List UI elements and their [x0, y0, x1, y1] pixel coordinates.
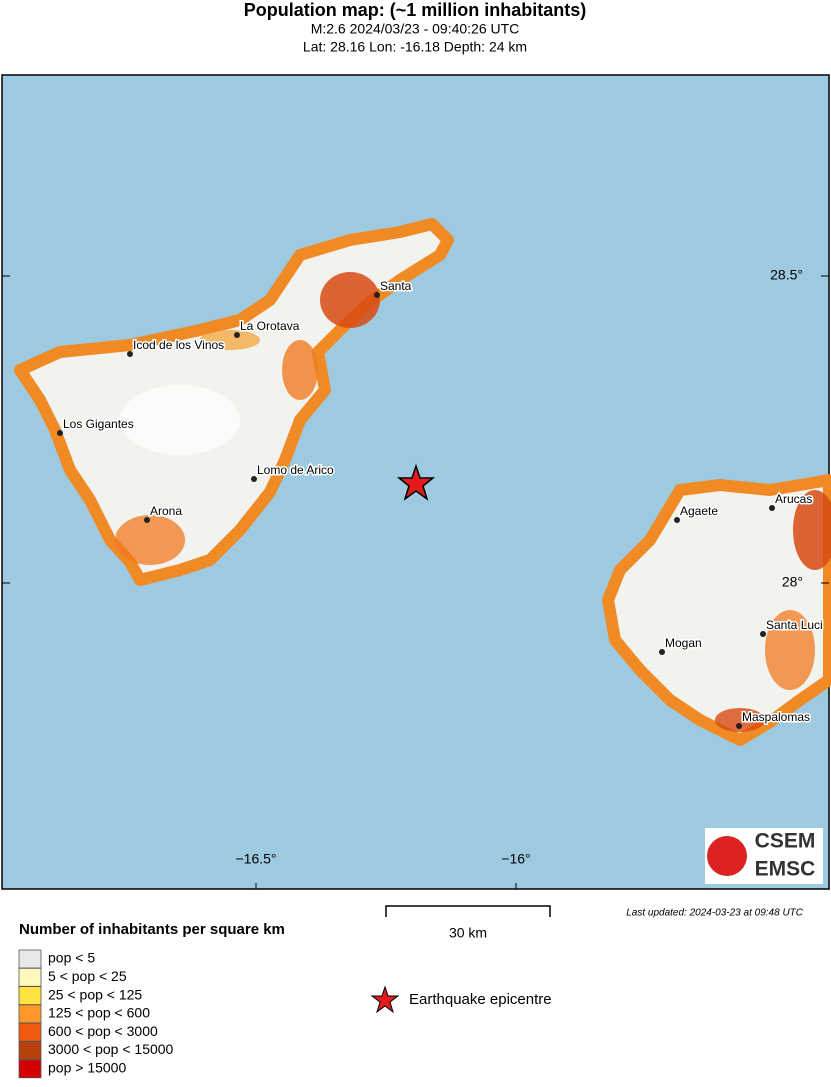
logo-text: EMSC — [755, 858, 816, 881]
map: Santa La Orotava Icod de los Vinos Los Giga… — [1, 74, 831, 890]
scale-line — [385, 905, 551, 917]
legend-epicentre: Earthquake epicentre — [409, 991, 552, 1008]
place-dot — [127, 351, 133, 357]
place-label: La Orotava — [240, 319, 300, 333]
place-label: Maspalomas — [742, 710, 810, 724]
lat-label: 28° — [782, 574, 803, 590]
place-dot — [144, 517, 150, 523]
urban-area — [320, 272, 380, 328]
epicentre-star — [396, 463, 436, 501]
place-dot — [234, 332, 240, 338]
place-label: Arucas — [775, 492, 812, 506]
place-label: Santa — [380, 279, 412, 293]
place-label: Los Gigantes — [63, 417, 134, 431]
last-updated: Last updated: 2024-03-23 at 09:48 UTC — [626, 908, 804, 919]
place-dot — [769, 505, 775, 511]
urban-area — [282, 340, 318, 400]
gran-canaria — [602, 474, 831, 746]
place-label: Lomo de Arico — [257, 463, 334, 477]
place-dot — [659, 649, 665, 655]
lon-label: −16° — [501, 851, 530, 867]
legend-label: pop > 15000 — [48, 1060, 126, 1076]
place-dot — [760, 631, 766, 637]
scale-label: 30 km — [449, 925, 487, 941]
logo: CSEM EMSC — [705, 828, 823, 884]
place-dot — [674, 517, 680, 523]
place-dot — [57, 430, 63, 436]
urban-area — [200, 330, 260, 350]
place-dot — [251, 476, 257, 482]
place-label: Mogan — [665, 636, 702, 650]
empty-area — [120, 385, 240, 455]
legend: pop < 5 5 < pop < 25 25 < pop < 125 125 < p… — [18, 949, 174, 1079]
legend-swatch — [18, 1004, 42, 1024]
lon-label: −16.5° — [235, 851, 276, 867]
place-label: Agaete — [680, 504, 718, 518]
legend-swatch — [18, 949, 42, 969]
event-info: M:2.6 2024/03/23 - 09:40:26 UTC — [311, 21, 520, 37]
legend-label: 5 < pop < 25 — [48, 968, 127, 984]
logo-globe — [707, 836, 747, 876]
place-label: Icod de los Vinos — [133, 338, 224, 352]
legend-swatch — [18, 967, 42, 987]
legend-title: Number of inhabitants per square km — [19, 921, 285, 938]
place-label: Arona — [150, 504, 182, 518]
legend-label: 125 < pop < 600 — [48, 1005, 150, 1021]
legend-swatch — [18, 1059, 42, 1079]
title: Population map: (~1 million inhabitants) — [244, 0, 587, 20]
logo-text: CSEM — [755, 830, 816, 853]
legend-label: 600 < pop < 3000 — [48, 1023, 158, 1039]
legend-swatch — [18, 1022, 42, 1042]
place-label: Santa Luci — [766, 618, 823, 632]
legend-star — [370, 985, 400, 1014]
urban-area — [715, 708, 765, 732]
place-dot — [736, 723, 742, 729]
legend-swatch — [18, 1041, 42, 1060]
legend-swatch — [18, 986, 42, 1005]
lat-label: 28.5° — [770, 267, 803, 283]
places: Santa La Orotava Icod de los Vinos Los Giga… — [57, 278, 824, 729]
scale-bar: 30 km — [385, 905, 551, 941]
tenerife — [14, 218, 454, 586]
urban-area — [793, 490, 831, 570]
urban-area — [115, 515, 185, 565]
legend-label: 3000 < pop < 15000 — [48, 1041, 174, 1057]
legend-label: 25 < pop < 125 — [48, 986, 142, 1002]
place-dot — [374, 292, 380, 298]
graticule: −16.5° −16° 28.5° 28° — [2, 267, 829, 889]
location-info: Lat: 28.16 Lon: -16.18 Depth: 24 km — [303, 39, 527, 55]
legend-label: pop < 5 — [48, 950, 95, 966]
urban-area — [765, 610, 815, 690]
